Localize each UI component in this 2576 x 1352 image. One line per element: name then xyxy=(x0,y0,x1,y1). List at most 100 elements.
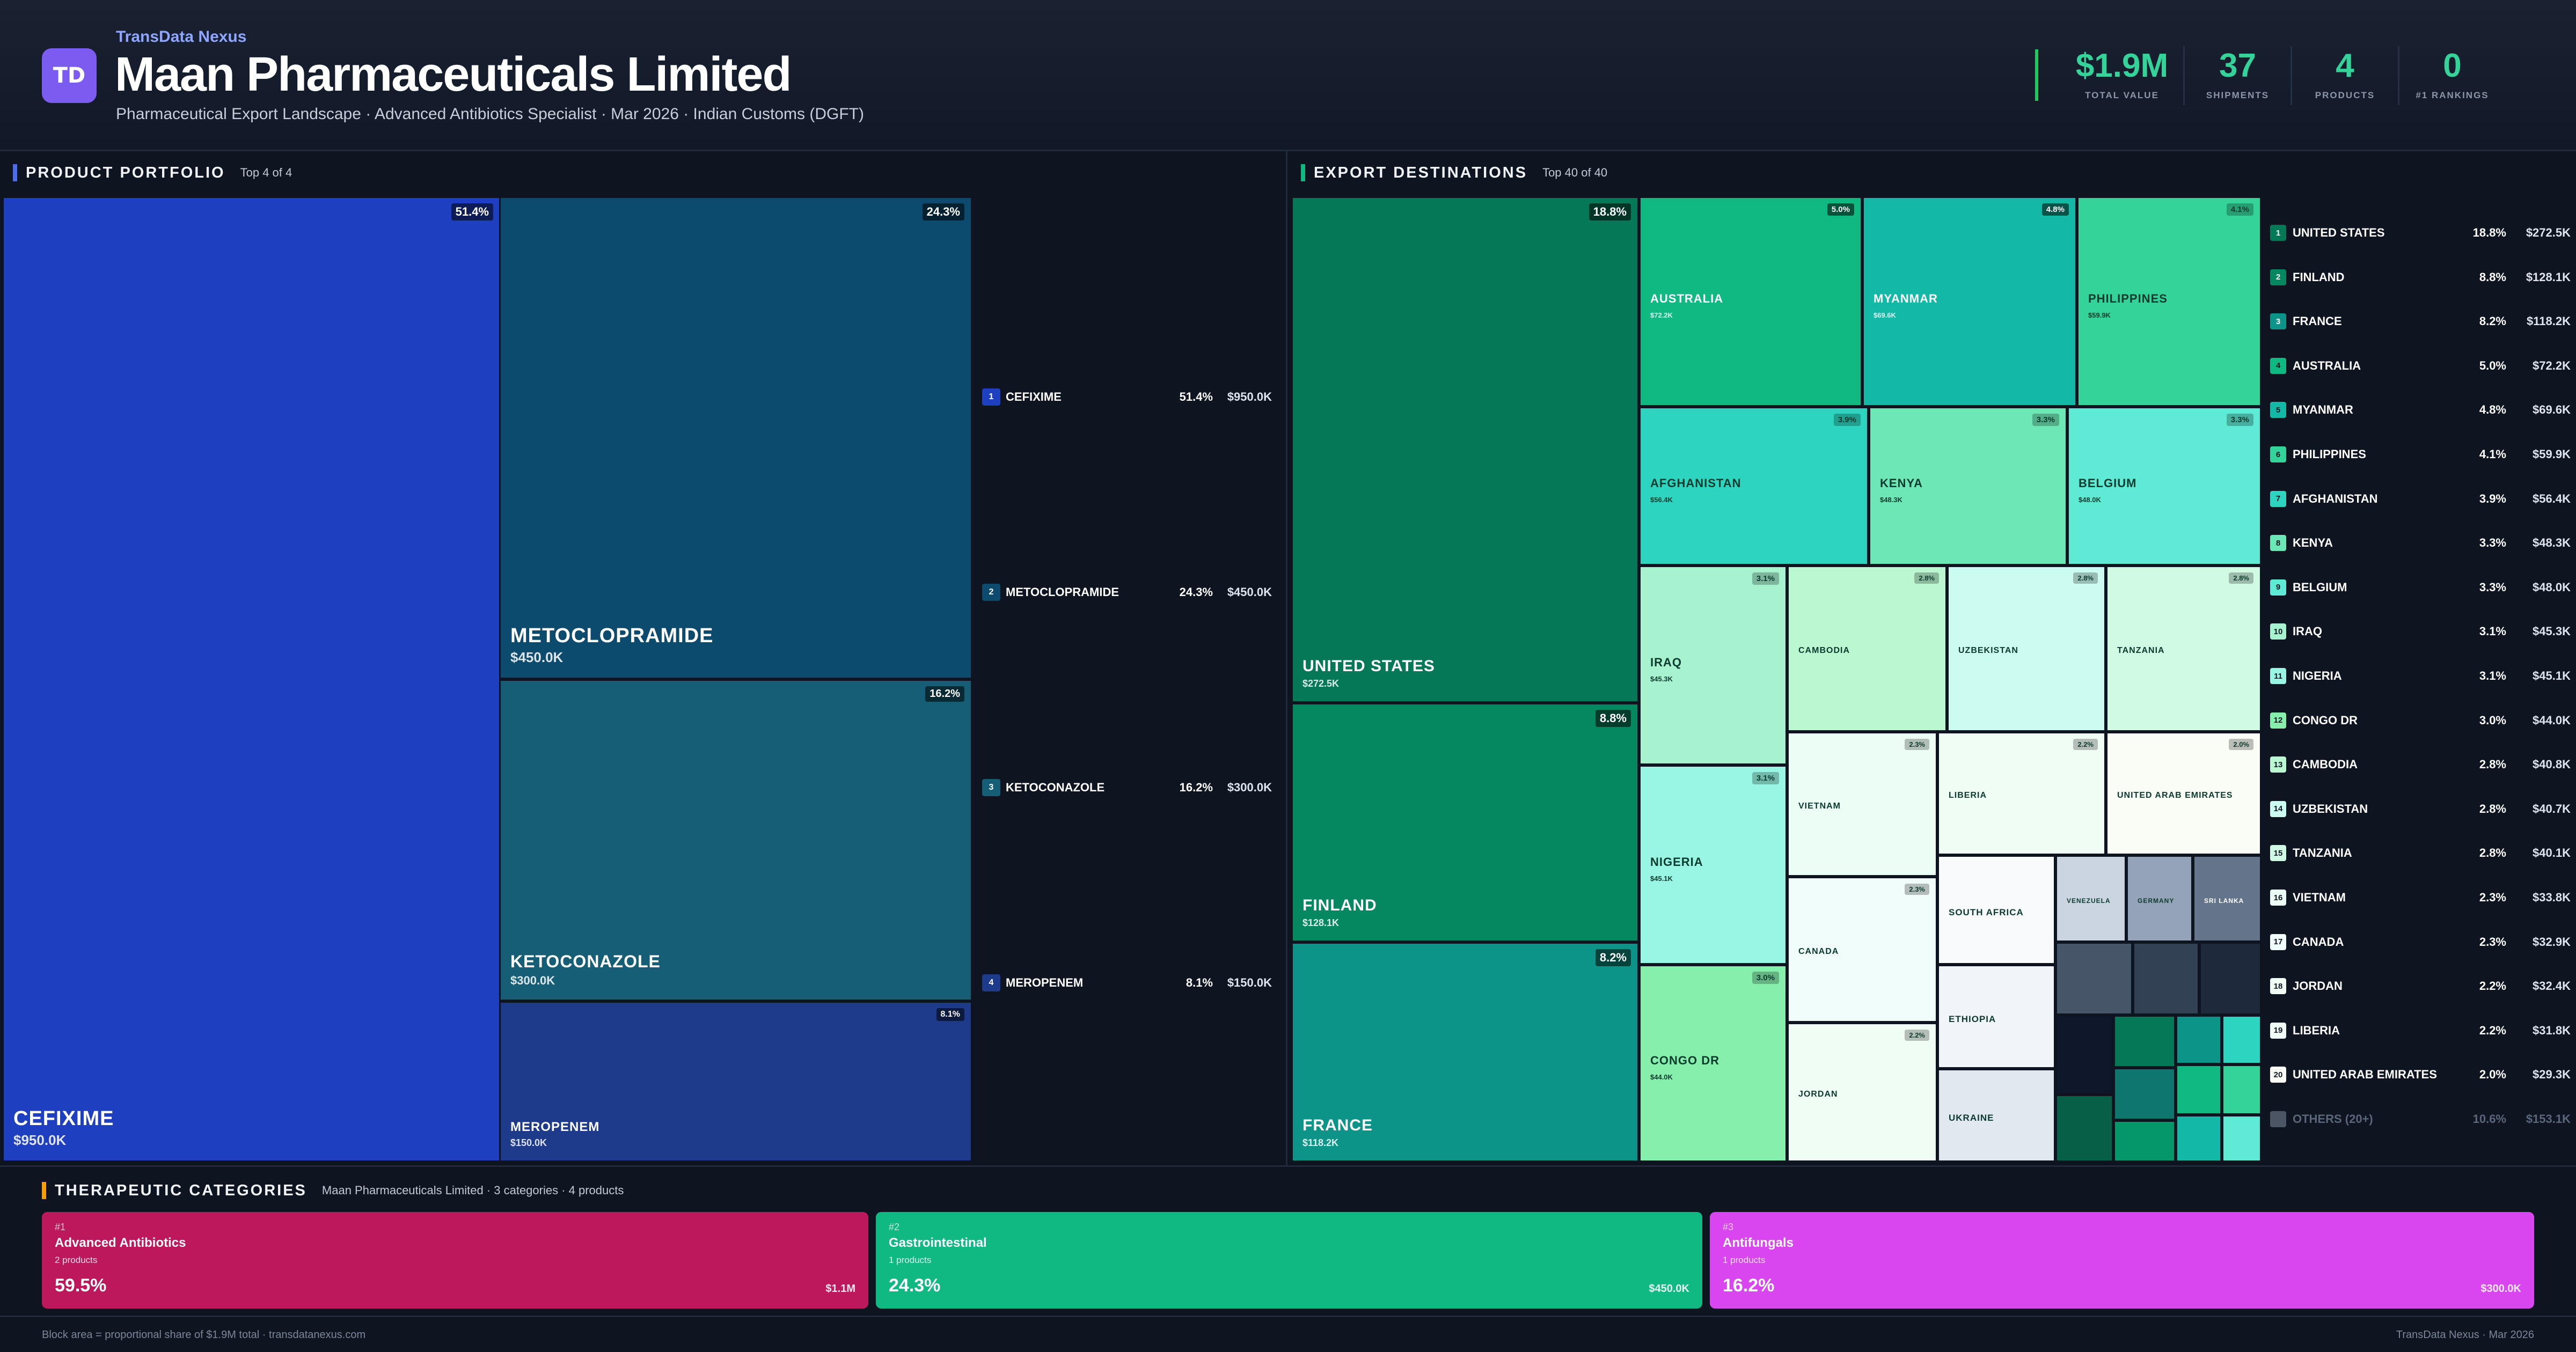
destination-name: PHILIPPINES xyxy=(2293,447,2366,461)
destination-percent: 2.2% xyxy=(2479,979,2506,993)
treemap-tile[interactable] xyxy=(2176,1064,2222,1115)
treemap-tile[interactable] xyxy=(2113,1120,2176,1162)
treemap-tile[interactable] xyxy=(2176,1115,2222,1162)
destination-legend-row[interactable]: 9 BELGIUM 3.3% $48.0K xyxy=(2270,577,2571,598)
treemap-tile[interactable]: 5.0% AUSTRALIA $72.2K xyxy=(1639,196,1862,407)
destination-percent: 2.3% xyxy=(2479,935,2506,949)
treemap-tile[interactable]: 2.2% LIBERIA xyxy=(1937,732,2106,855)
destination-legend-row[interactable]: 6 PHILIPPINES 4.1% $59.9K xyxy=(2270,444,2571,465)
treemap-tile[interactable]: SOUTH AFRICA xyxy=(1937,855,2055,965)
stat-total-value: $1.9M TOTAL VALUE xyxy=(2061,46,2183,105)
tile-value: $56.4K xyxy=(1650,496,1673,504)
treemap-tile[interactable]: 2.3% CANADA xyxy=(1787,877,1937,1023)
destination-legend-row[interactable]: 16 VIETNAM 2.3% $33.8K xyxy=(2270,887,2571,908)
treemap-tile[interactable]: 24.3% METOCLOPRAMIDE $450.0K xyxy=(499,196,972,679)
product-legend-row[interactable]: 3 KETOCONAZOLE 16.2% $300.0K xyxy=(982,777,1272,798)
treemap-tile[interactable]: 2.8% CAMBODIA xyxy=(1787,565,1947,732)
destination-legend-row[interactable]: 1 UNITED STATES 18.8% $272.5K xyxy=(2270,222,2571,244)
destination-percent: 3.3% xyxy=(2479,580,2506,594)
treemap-tile[interactable]: 8.8% FINLAND $128.1K xyxy=(1291,703,1639,942)
treemap-tile[interactable] xyxy=(2199,942,2262,1015)
product-legend-row[interactable]: 2 METOCLOPRAMIDE 24.3% $450.0K xyxy=(982,582,1272,603)
destination-legend-row[interactable]: 11 NIGERIA 3.1% $45.1K xyxy=(2270,665,2571,687)
treemap-tile[interactable]: ETHIOPIA xyxy=(1937,965,2055,1069)
category-value: $1.1M xyxy=(825,1283,855,1295)
treemap-tile[interactable]: 2.2% JORDAN xyxy=(1787,1023,1937,1162)
destination-legend-row[interactable]: 10 IRAQ 3.1% $45.3K xyxy=(2270,621,2571,642)
treemap-tile[interactable]: 4.1% PHILIPPINES $59.9K xyxy=(2077,196,2262,407)
destination-legend-row[interactable]: 20 UNITED ARAB EMIRATES 2.0% $29.3K xyxy=(2270,1064,2571,1085)
treemap-tile[interactable]: 51.4% CEFIXIME $950.0K xyxy=(2,196,501,1162)
category-card[interactable]: #3 Antifungals 1 products 16.2% $300.0K xyxy=(1710,1212,2534,1309)
treemap-tile[interactable]: 8.2% FRANCE $118.2K xyxy=(1291,942,1639,1162)
treemap-tile[interactable] xyxy=(2113,1015,2176,1068)
treemap-tile[interactable]: 2.3% VIETNAM xyxy=(1787,732,1937,877)
treemap-tile[interactable]: GERMANY xyxy=(2126,855,2193,942)
treemap-tile[interactable]: 3.1% IRAQ $45.3K xyxy=(1639,565,1787,765)
treemap-tile[interactable]: 18.8% UNITED STATES $272.5K xyxy=(1291,196,1639,703)
treemap-tile[interactable]: 3.9% AFGHANISTAN $56.4K xyxy=(1639,407,1869,565)
treemap-tile[interactable] xyxy=(2222,1015,2262,1064)
treemap-tile[interactable] xyxy=(2176,1015,2222,1064)
destination-legend-row[interactable]: 12 CONGO DR 3.0% $44.0K xyxy=(2270,710,2571,731)
treemap-tile[interactable]: 8.1% MEROPENEM $150.0K xyxy=(499,1001,972,1162)
destination-legend-row[interactable]: 4 AUSTRALIA 5.0% $72.2K xyxy=(2270,355,2571,377)
treemap-tile[interactable]: 3.3% KENYA $48.3K xyxy=(1869,407,2067,565)
destination-legend-row[interactable]: 19 LIBERIA 2.2% $31.8K xyxy=(2270,1020,2571,1041)
rank-badge xyxy=(2270,1111,2286,1127)
treemap-tile[interactable] xyxy=(2055,1015,2113,1094)
treemap-tile[interactable] xyxy=(2113,1068,2176,1120)
treemap-tile[interactable]: 16.2% KETOCONAZOLE $300.0K xyxy=(499,679,972,1001)
treemap-tile[interactable] xyxy=(2055,1094,2113,1162)
tile-value: $45.3K xyxy=(1650,675,1673,683)
treemap-tile[interactable]: VENEZUELA xyxy=(2055,855,2126,942)
destination-legend-row[interactable]: 2 FINLAND 8.8% $128.1K xyxy=(2270,267,2571,288)
treemap-tile[interactable]: 4.8% MYANMAR $69.6K xyxy=(1862,196,2077,407)
treemap-tile[interactable] xyxy=(2222,1115,2262,1162)
destination-legend-row[interactable]: 13 CAMBODIA 2.8% $40.8K xyxy=(2270,754,2571,775)
destination-percent: 4.8% xyxy=(2479,403,2506,417)
destination-value: $59.9K xyxy=(2533,447,2571,461)
tile-value: $48.3K xyxy=(1880,496,1902,504)
destination-legend-others[interactable]: OTHERS (20+) 10.6% $153.1K xyxy=(2270,1108,2571,1130)
tile-percent-badge: 2.2% xyxy=(1905,1030,1929,1041)
stat-shipments: 37 SHIPMENTS xyxy=(2183,46,2290,105)
treemap-tile[interactable] xyxy=(2222,1064,2262,1115)
destination-value: $128.1K xyxy=(2526,270,2571,284)
tile-label: AUSTRALIA xyxy=(1650,292,1724,305)
category-card[interactable]: #2 Gastrointestinal 1 products 24.3% $450.0K xyxy=(876,1212,1702,1309)
destination-percent: 3.0% xyxy=(2479,713,2506,727)
rank-badge: 13 xyxy=(2270,756,2286,773)
destination-value: $72.2K xyxy=(2533,358,2571,372)
destination-legend-row[interactable]: 14 UZBEKISTAN 2.8% $40.7K xyxy=(2270,798,2571,820)
destination-legend-row[interactable]: 5 MYANMAR 4.8% $69.6K xyxy=(2270,399,2571,421)
destination-value: $118.2K xyxy=(2527,314,2571,328)
tile-percent-badge: 8.1% xyxy=(936,1008,964,1021)
treemap-tile[interactable]: 2.8% TANZANIA xyxy=(2106,565,2262,732)
treemap-tile[interactable]: UKRAINE xyxy=(1937,1069,2055,1162)
destination-value: $272.5K xyxy=(2526,226,2571,239)
destination-percent: 2.8% xyxy=(2479,758,2506,771)
destination-legend-row[interactable]: 18 JORDAN 2.2% $32.4K xyxy=(2270,975,2571,997)
export-destinations-header: EXPORT DESTINATIONS Top 40 of 40 xyxy=(1301,161,1607,185)
product-legend-row[interactable]: 4 MEROPENEM 8.1% $150.0K xyxy=(982,972,1272,994)
destination-legend-row[interactable]: 8 KENYA 3.3% $48.3K xyxy=(2270,532,2571,554)
rank-badge: 2 xyxy=(982,584,1000,601)
treemap-tile[interactable]: SRI LANKA xyxy=(2193,855,2262,942)
product-legend-row[interactable]: 1 CEFIXIME 51.4% $950.0K xyxy=(982,386,1272,408)
destination-legend-row[interactable]: 15 TANZANIA 2.8% $40.1K xyxy=(2270,842,2571,864)
destination-legend-row[interactable]: 3 FRANCE 8.2% $118.2K xyxy=(2270,311,2571,332)
destination-legend-row[interactable]: 17 CANADA 2.3% $32.9K xyxy=(2270,931,2571,953)
treemap-tile[interactable] xyxy=(2055,942,2133,1015)
tile-value: $48.0K xyxy=(2079,496,2101,504)
category-card[interactable]: #1 Advanced Antibiotics 2 products 59.5% $1.… xyxy=(42,1212,868,1309)
treemap-tile[interactable]: 3.1% NIGERIA $45.1K xyxy=(1639,765,1787,965)
treemap-tile[interactable]: 3.3% BELGIUM $48.0K xyxy=(2067,407,2262,565)
treemap-tile[interactable]: 2.0% UNITED ARAB EMIRATES xyxy=(2106,732,2262,855)
destination-legend-row[interactable]: 7 AFGHANISTAN 3.9% $56.4K xyxy=(2270,488,2571,510)
tile-label: IRAQ xyxy=(1650,656,1682,669)
tile-value: $44.0K xyxy=(1650,1073,1673,1081)
treemap-tile[interactable]: 2.8% UZBEKISTAN xyxy=(1947,565,2106,732)
treemap-tile[interactable] xyxy=(2133,942,2199,1015)
treemap-tile[interactable]: 3.0% CONGO DR $44.0K xyxy=(1639,965,1787,1162)
